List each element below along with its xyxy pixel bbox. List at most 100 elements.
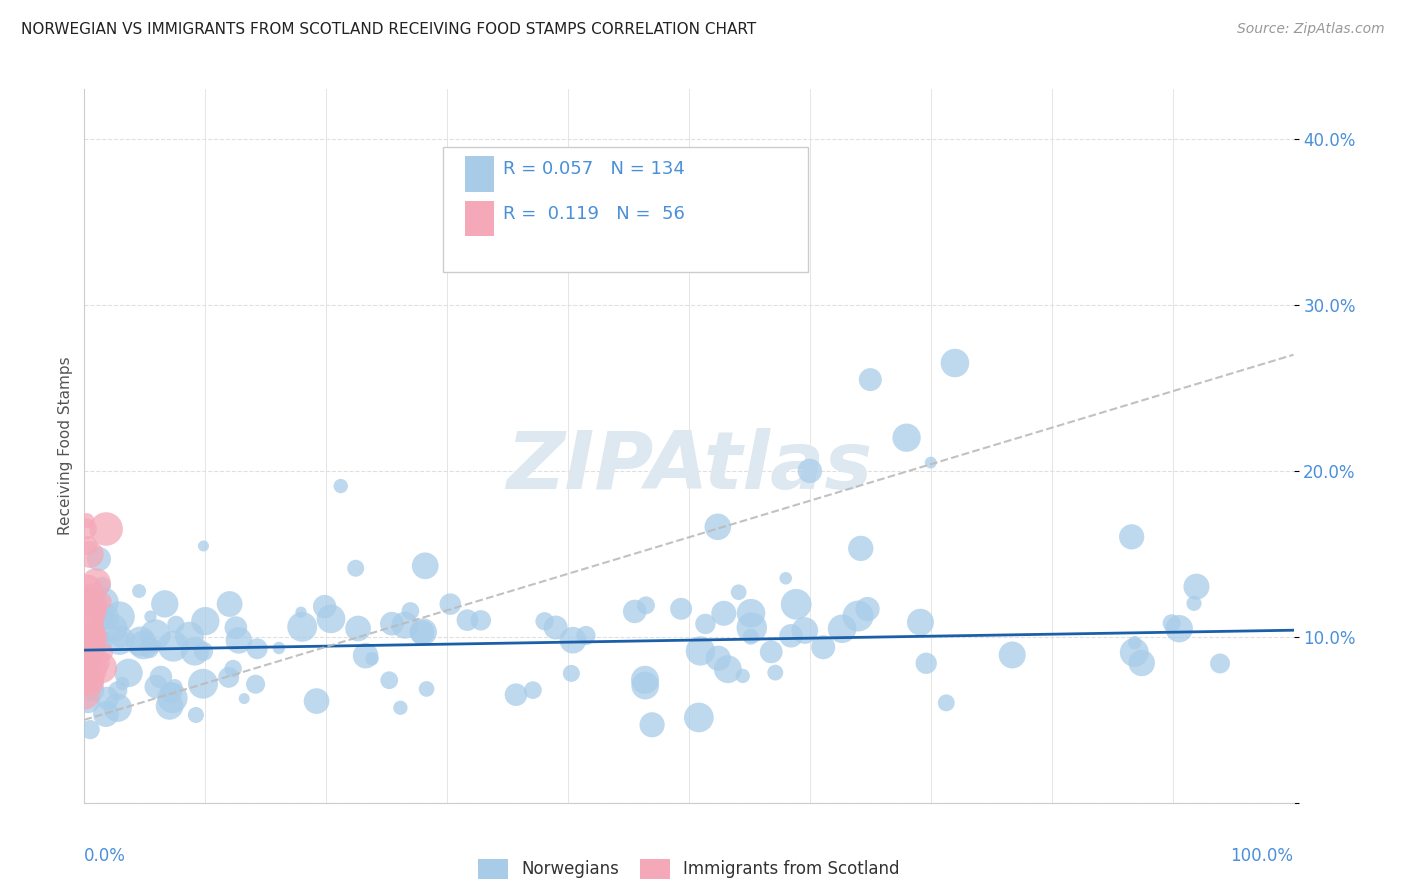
Point xyxy=(117,665,139,680)
Point xyxy=(193,644,215,658)
Point xyxy=(688,710,710,724)
Point xyxy=(811,640,834,655)
Point xyxy=(522,683,544,698)
Point xyxy=(246,641,269,656)
Point xyxy=(77,694,100,708)
Point xyxy=(470,613,492,627)
Point xyxy=(76,588,98,602)
Point xyxy=(75,522,97,536)
Point xyxy=(73,647,96,661)
Point xyxy=(75,660,97,674)
Point xyxy=(77,609,100,624)
Point xyxy=(314,599,336,614)
Point xyxy=(93,645,115,659)
Point xyxy=(76,670,98,684)
Point xyxy=(849,541,872,556)
Point xyxy=(1160,616,1182,631)
Point xyxy=(77,624,100,638)
Point xyxy=(80,634,103,648)
Point xyxy=(79,640,101,655)
Point xyxy=(153,597,176,611)
Point xyxy=(456,613,478,627)
Point xyxy=(107,683,129,698)
Point xyxy=(218,670,240,684)
Point xyxy=(108,609,131,624)
Point xyxy=(1185,580,1208,594)
Point xyxy=(799,464,821,478)
Point xyxy=(77,651,100,665)
Point xyxy=(439,597,461,611)
Point xyxy=(80,675,103,690)
Point xyxy=(1001,648,1024,662)
Point xyxy=(87,552,110,566)
Point xyxy=(707,520,730,534)
Point xyxy=(77,624,100,639)
Point xyxy=(79,723,101,737)
Point xyxy=(775,571,797,585)
Point xyxy=(191,677,214,691)
Point xyxy=(669,602,692,616)
Point xyxy=(77,607,100,622)
Point xyxy=(77,601,100,615)
Point xyxy=(165,617,187,632)
Point xyxy=(75,633,97,648)
Point xyxy=(77,640,100,655)
Point xyxy=(79,629,101,643)
Point xyxy=(184,644,207,658)
Point xyxy=(76,582,98,597)
Point xyxy=(76,621,98,635)
Point xyxy=(93,595,115,609)
Point xyxy=(378,673,401,688)
Point xyxy=(80,598,103,612)
Point xyxy=(915,657,938,671)
Point xyxy=(86,632,108,647)
Point xyxy=(859,373,882,387)
Point xyxy=(575,628,598,642)
Point xyxy=(695,616,717,631)
Point xyxy=(943,356,966,370)
Point xyxy=(561,633,583,648)
Point xyxy=(1182,596,1205,610)
Point xyxy=(731,669,754,683)
Point xyxy=(77,622,100,636)
Point xyxy=(73,603,96,617)
Point xyxy=(80,607,103,621)
Point xyxy=(910,615,932,630)
Point xyxy=(79,657,101,672)
Point xyxy=(75,624,97,639)
Point xyxy=(79,662,101,676)
Point xyxy=(389,700,412,714)
Point xyxy=(707,651,730,665)
Text: ZIPAtlas: ZIPAtlas xyxy=(506,428,872,507)
Point xyxy=(896,431,918,445)
Point xyxy=(329,479,352,493)
Point xyxy=(717,662,740,676)
Point xyxy=(110,632,132,647)
Point xyxy=(138,641,160,656)
Point xyxy=(222,662,245,676)
Point xyxy=(415,681,437,696)
Point xyxy=(79,601,101,615)
Point xyxy=(77,595,100,609)
Point xyxy=(76,619,98,633)
Point xyxy=(1121,530,1143,544)
Point xyxy=(412,625,434,640)
Point xyxy=(75,661,97,675)
Point xyxy=(411,625,433,640)
Text: NORWEGIAN VS IMMIGRANTS FROM SCOTLAND RECEIVING FOOD STAMPS CORRELATION CHART: NORWEGIAN VS IMMIGRANTS FROM SCOTLAND RE… xyxy=(21,22,756,37)
Point xyxy=(713,607,735,621)
Text: R = 0.057   N = 134: R = 0.057 N = 134 xyxy=(503,161,685,178)
Point xyxy=(290,605,312,619)
Point xyxy=(1209,657,1232,671)
Point xyxy=(305,694,328,708)
Point xyxy=(94,522,117,536)
Point xyxy=(91,578,114,592)
Point xyxy=(80,668,103,682)
Point xyxy=(162,691,184,706)
Point xyxy=(73,688,96,702)
Point xyxy=(82,683,104,698)
Point xyxy=(1123,645,1146,659)
Point xyxy=(560,666,582,681)
Point xyxy=(233,691,256,706)
Point xyxy=(111,676,134,690)
